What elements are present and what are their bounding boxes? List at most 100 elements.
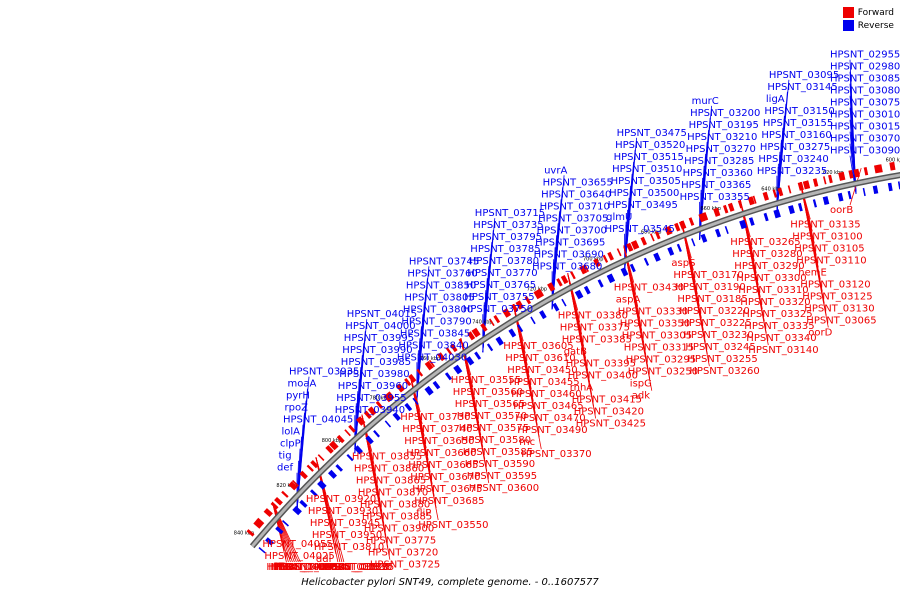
leader-line	[272, 501, 301, 563]
reverse-gene-label: pyrH	[286, 391, 310, 402]
forward-gene-label: HPSNT_03380	[558, 310, 628, 321]
reverse-gene-block	[530, 316, 536, 325]
reverse-gene-block	[384, 420, 392, 428]
reverse-gene-block	[392, 412, 401, 421]
reverse-gene-block	[812, 199, 817, 208]
backbone-arc	[251, 173, 900, 548]
reverse-gene-block	[486, 343, 494, 352]
reverse-gene-block	[299, 499, 308, 508]
reverse-gene-label: def	[277, 463, 294, 474]
forward-gene-block	[306, 464, 314, 472]
reverse-gene-label: lolA	[282, 427, 301, 438]
reverse-gene-block	[444, 372, 452, 381]
forward-gene-block	[533, 289, 543, 300]
forward-gene-block	[511, 303, 519, 313]
forward-gene-block	[664, 225, 673, 236]
forward-gene-label: HPSNT_03220	[679, 306, 749, 317]
forward-gene-block	[723, 204, 729, 214]
forward-gene-block	[471, 327, 481, 338]
reverse-gene-block	[597, 279, 604, 288]
reverse-gene-block	[354, 445, 363, 455]
reverse-gene-block	[887, 182, 893, 192]
forward-gene-label: HPSNT_03335	[744, 321, 814, 332]
forward-gene-block	[395, 383, 405, 393]
forward-gene-label: HPSNT_03375	[560, 322, 630, 333]
reverse-gene-block	[606, 273, 616, 284]
forward-gene-label: HPSNT_03550	[418, 520, 488, 531]
reverse-gene-label: HPSNT_03850	[406, 280, 476, 291]
forward-gene-label: HPSNT_03885	[362, 512, 432, 523]
reverse-gene-block	[552, 302, 560, 312]
reverse-gene-label: HPSNT_03360	[683, 168, 753, 179]
forward-gene-label: fliD	[278, 562, 295, 573]
forward-gene-block	[703, 212, 709, 221]
reverse-gene-label: HPSNT_03995	[344, 333, 414, 344]
forward-gene-block	[630, 240, 640, 250]
forward-gene-label: HPSNT_03370	[521, 449, 591, 460]
reverse-gene-block	[798, 202, 803, 212]
reverse-gene-block	[310, 489, 318, 497]
forward-gene-label: HPSNT_03575	[459, 423, 529, 434]
reverse-gene-label: HPSNT_03800	[403, 304, 473, 315]
forward-gene-label: aspS	[671, 258, 695, 269]
reverse-gene-block	[788, 205, 795, 215]
forward-gene-label: HPSNT_03830	[322, 562, 392, 573]
leader-line	[551, 175, 565, 310]
forward-gene-label: HPSNT_03720	[368, 548, 438, 559]
forward-gene-label: HPSNT_03900	[364, 524, 434, 535]
forward-gene-label: HPSNT_03810	[314, 542, 384, 553]
forward-gene-block	[802, 180, 811, 190]
reverse-gene-block	[292, 505, 302, 516]
reverse-gene-block	[465, 356, 475, 366]
kbp-tick-label: 760 kbp	[420, 356, 440, 362]
leader-line	[681, 221, 710, 367]
forward-gene-block	[874, 164, 881, 174]
forward-gene-block	[408, 374, 417, 383]
forward-gene-label: HPSNT_03105	[794, 243, 864, 254]
forward-gene-block	[556, 278, 563, 287]
reverse-gene-label: HPSNT_03940	[335, 405, 405, 416]
forward-gene-block	[752, 195, 757, 204]
forward-gene-label: rnc	[519, 437, 535, 448]
reverse-gene-label: ligA	[766, 94, 785, 105]
reverse-gene-block	[373, 430, 380, 438]
reverse-gene-block	[700, 233, 708, 243]
forward-gene-label: HPSNT_03320	[740, 297, 810, 308]
forward-gene-label: HPSNT_04025	[264, 551, 334, 562]
forward-gene-label: HPSNT_03465	[513, 401, 583, 412]
forward-gene-block	[812, 178, 819, 187]
forward-gene-block	[317, 454, 325, 461]
forward-gene-block	[404, 378, 412, 387]
reverse-gene-label: HPSNT_03155	[763, 118, 833, 129]
reverse-gene-block	[724, 226, 729, 234]
forward-gene-label: HPSNT_03135	[790, 219, 860, 230]
reverse-gene-label: HPSNT_04030	[397, 352, 467, 363]
forward-gene-block	[344, 429, 351, 437]
forward-gene-block	[428, 359, 435, 368]
gene-features	[246, 160, 900, 554]
reverse-gene-block	[328, 469, 337, 479]
forward-gene-label: HPSNT_03610	[505, 353, 575, 364]
forward-gene-block	[853, 168, 860, 178]
reverse-gene-label: HPSNT_03495	[608, 200, 678, 211]
forward-gene-block	[640, 236, 647, 246]
reverse-gene-label: HPSNT_03520	[615, 140, 685, 151]
forward-gene-label: HPSNT_03430	[614, 283, 684, 294]
forward-gene-block	[787, 185, 792, 194]
forward-gene-block	[607, 251, 614, 261]
forward-gene-block	[679, 220, 687, 230]
reverse-gene-label: HPSNT_03695	[535, 237, 605, 248]
forward-gene-block	[336, 434, 345, 444]
reverse-gene-label: HPSNT_03680	[532, 261, 602, 272]
forward-gene-label: HPSNT_03385	[562, 334, 632, 345]
reverse-gene-label: murC	[692, 96, 719, 107]
reverse-gene-label: HPSNT_04045	[283, 415, 353, 426]
reverse-gene-label: HPSNT_03700	[537, 225, 607, 236]
reverse-gene-label: HPSNT_03765	[466, 280, 536, 291]
forward-gene-block	[515, 300, 524, 310]
forward-gene-label: HPSNT_03870	[358, 488, 428, 499]
reverse-gene-block	[517, 324, 524, 333]
forward-gene-label: ddl	[316, 554, 331, 565]
forward-gene-label: HPSNT_03685	[414, 496, 484, 507]
reverse-gene-label: HPSNT_03980	[339, 369, 409, 380]
